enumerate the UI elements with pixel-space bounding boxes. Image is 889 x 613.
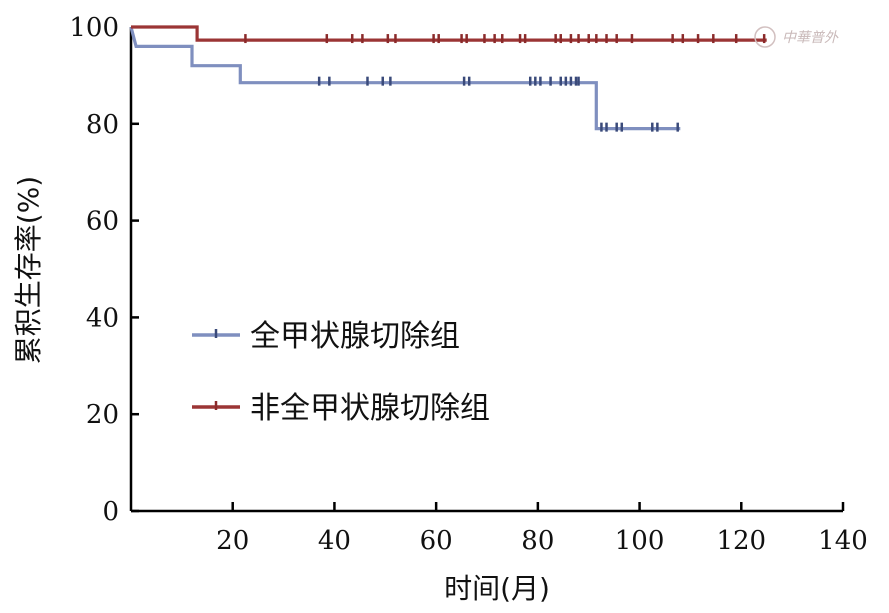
x-tick-label: 60 xyxy=(420,526,453,556)
axes xyxy=(129,27,843,513)
x-tick-label: 120 xyxy=(716,526,766,556)
y-axis-title: 累积生存率(%) xyxy=(12,176,45,364)
x-tick-label: 20 xyxy=(216,526,249,556)
legend-label: 全甲状腺切除组 xyxy=(250,319,460,354)
x-axis-title: 时间(月) xyxy=(444,572,550,605)
watermark-text: 中華普外 xyxy=(782,30,839,46)
watermark: 中華普外 xyxy=(754,26,839,48)
y-tick-label: 60 xyxy=(86,207,119,237)
x-tick-label: 80 xyxy=(521,526,554,556)
y-tick-label: 40 xyxy=(86,303,119,333)
x-tick-label: 140 xyxy=(818,526,868,556)
y-tick-label: 0 xyxy=(102,497,119,527)
x-tick-label: 40 xyxy=(318,526,351,556)
series-1 xyxy=(129,26,681,132)
y-tick-label: 80 xyxy=(86,110,119,140)
watermark-seal-icon xyxy=(754,26,776,48)
legend-item-1: 全甲状腺切除组 xyxy=(192,319,460,354)
series-line-2 xyxy=(131,25,767,42)
axis-ticks: 0 20 40 60 80 100 20 40 60 80 100 120 140 xyxy=(69,13,867,556)
legend-label: 非全甲状腺切除组 xyxy=(250,391,490,426)
y-tick-label: 100 xyxy=(69,13,119,43)
series-2 xyxy=(131,25,767,44)
x-tick-label: 100 xyxy=(615,526,665,556)
series-line-1 xyxy=(129,26,681,131)
y-tick-label: 20 xyxy=(86,400,119,430)
series-group xyxy=(129,25,767,132)
legend-item-2: 非全甲状腺切除组 xyxy=(192,391,490,426)
